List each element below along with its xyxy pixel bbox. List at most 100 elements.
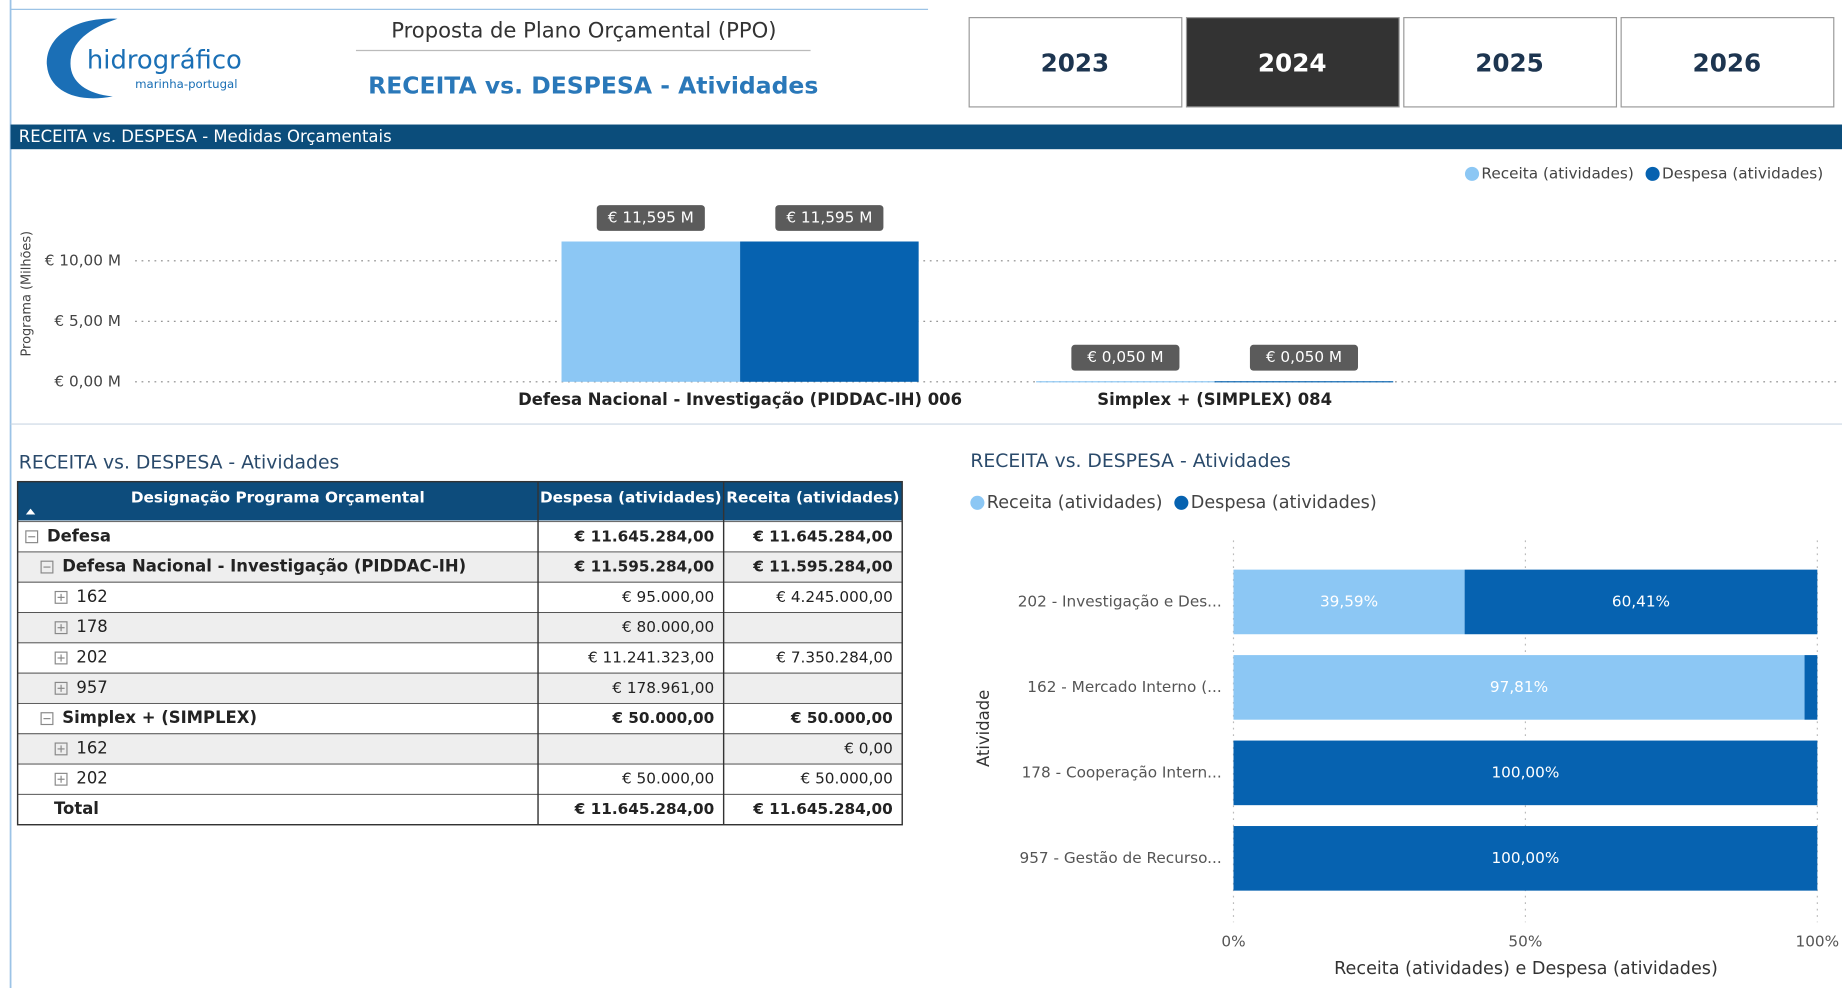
sort-indicator	[25, 508, 36, 515]
legend: Receita (atividades) Despesa (atividades)	[970, 493, 1377, 513]
table-row	[17, 521, 903, 553]
y-axis-label: Atividade	[974, 690, 993, 767]
table-cell: € 11.645.284,00	[574, 800, 715, 818]
x-tick-label: 0%	[1221, 933, 1245, 951]
table-cell: € 11.645.284,00	[752, 800, 893, 818]
data-label: 100,00%	[1491, 849, 1559, 867]
row-label: 202	[76, 648, 107, 667]
x-axis-label: Receita (atividades) e Despesa (atividad…	[1334, 959, 1718, 979]
page-subtitle: RECEITA vs. DESPESA - Atividades	[368, 71, 818, 99]
y-tick-label: € 0,00 M	[54, 372, 121, 390]
bar	[1036, 381, 1215, 383]
year-button[interactable]: 2024	[1185, 17, 1400, 108]
year-button-label[interactable]: 2026	[1693, 49, 1762, 78]
year-button-box[interactable]	[1403, 17, 1618, 108]
year-button-label[interactable]: 2025	[1475, 49, 1544, 78]
y-tick-label: 202 - Investigação e Des...	[1018, 592, 1222, 610]
y-tick-label: 162 - Mercado Interno (...	[1027, 678, 1221, 696]
section-title: RECEITA vs. DESPESA - Medidas Orçamentai…	[19, 127, 392, 146]
legend-label: Receita (atividades)	[987, 493, 1163, 513]
x-tick-label: Simplex + (SIMPLEX) 084	[1097, 390, 1332, 409]
year-button[interactable]: 2023	[968, 17, 1183, 108]
table-row	[17, 763, 903, 795]
page-title: Proposta de Plano Orçamental (PPO)	[391, 18, 776, 43]
year-button[interactable]: 2025	[1403, 17, 1618, 108]
row-label: 957	[76, 678, 107, 697]
table-row	[17, 581, 903, 614]
bar-segment	[1804, 655, 1818, 720]
year-button-label[interactable]: 2024	[1258, 49, 1327, 78]
x-tick-label: 50%	[1508, 933, 1542, 951]
year-button-box[interactable]	[1620, 17, 1835, 108]
legend-label: Receita (atividades)	[1481, 164, 1633, 182]
legend-marker	[970, 495, 985, 510]
chart-title: RECEITA vs. DESPESA - Atividades	[970, 451, 1291, 472]
expand-icon	[54, 590, 68, 604]
row-label: Simplex + (SIMPLEX)	[62, 708, 257, 727]
table-row	[17, 642, 903, 674]
row-label: Total	[54, 799, 99, 818]
table-cell: € 80.000,00	[622, 618, 714, 636]
logo-subtext: marinha-portugal	[135, 77, 237, 91]
x-tick-label: Defesa Nacional - Investigação (PIDDAC-I…	[518, 390, 962, 409]
expand-icon	[54, 742, 68, 756]
row-label: 162	[76, 587, 107, 606]
table-cell: € 50.000,00	[790, 709, 893, 727]
bar-segment	[1233, 740, 1818, 806]
table-row	[17, 672, 903, 704]
year-button[interactable]: 2026	[1620, 17, 1835, 108]
expand-icon	[40, 712, 54, 726]
y-tick-label: € 10,00 M	[45, 251, 121, 269]
section-banner	[10, 124, 1842, 150]
data-label: 100,00%	[1491, 763, 1559, 781]
data-label: 97,81%	[1490, 678, 1548, 696]
table-border	[16, 480, 903, 826]
y-tick-label: 957 - Gestão de Recurso...	[1020, 849, 1222, 867]
data-label: € 11,595 M	[786, 209, 872, 227]
year-button-box[interactable]	[968, 17, 1183, 108]
expand-icon	[25, 530, 39, 544]
y-tick-label: € 5,00 M	[54, 312, 121, 330]
data-label-box	[775, 205, 884, 231]
bar-segment	[1233, 655, 1805, 720]
expand-icon	[54, 772, 68, 786]
data-label: € 11,595 M	[608, 209, 694, 227]
legend-label: Despesa (atividades)	[1191, 493, 1377, 513]
logo-mark	[46, 18, 118, 99]
bar-segment	[1233, 826, 1818, 891]
expand-icon	[54, 621, 68, 635]
legend-marker	[1464, 166, 1480, 181]
bar-segment	[1233, 569, 1465, 635]
y-tick-label: 178 - Cooperação Intern...	[1022, 763, 1222, 781]
y-axis-label: Programa (Milhões)	[20, 231, 35, 357]
year-button-box[interactable]	[1185, 17, 1400, 108]
row-label: Defesa	[47, 526, 111, 545]
data-label: 39,59%	[1320, 592, 1378, 610]
column-header: Receita (atividades)	[726, 489, 899, 507]
table-title: RECEITA vs. DESPESA - Atividades	[19, 452, 340, 473]
bar	[740, 241, 919, 382]
bar-segment	[1464, 569, 1818, 635]
table-cell: € 50.000,00	[611, 709, 714, 727]
row-label: 162	[76, 738, 107, 757]
row-label: Defesa Nacional - Investigação (PIDDAC-I…	[62, 557, 466, 576]
table-cell: € 0,00	[844, 739, 893, 757]
table-cell: € 11.645.284,00	[574, 527, 715, 545]
data-label: 60,41%	[1612, 592, 1670, 610]
legend-label: Despesa (atividades)	[1662, 164, 1823, 182]
table-cell: € 11.645.284,00	[752, 527, 893, 545]
legend-marker	[1645, 166, 1660, 181]
table-cell: € 7.350.284,00	[776, 649, 893, 667]
table-row	[17, 612, 903, 644]
logo-text: hidrográfico	[87, 46, 242, 76]
table-cell: € 50.000,00	[801, 770, 893, 788]
data-label: € 0,050 M	[1266, 348, 1342, 366]
expand-icon	[54, 651, 68, 665]
x-tick-label: 100%	[1796, 933, 1840, 951]
bar	[1214, 381, 1394, 383]
row-label: 178	[76, 617, 107, 636]
bar	[561, 241, 741, 382]
table-row	[17, 551, 903, 583]
year-button-label[interactable]: 2023	[1041, 49, 1110, 78]
table-cell: € 178.961,00	[612, 679, 714, 697]
